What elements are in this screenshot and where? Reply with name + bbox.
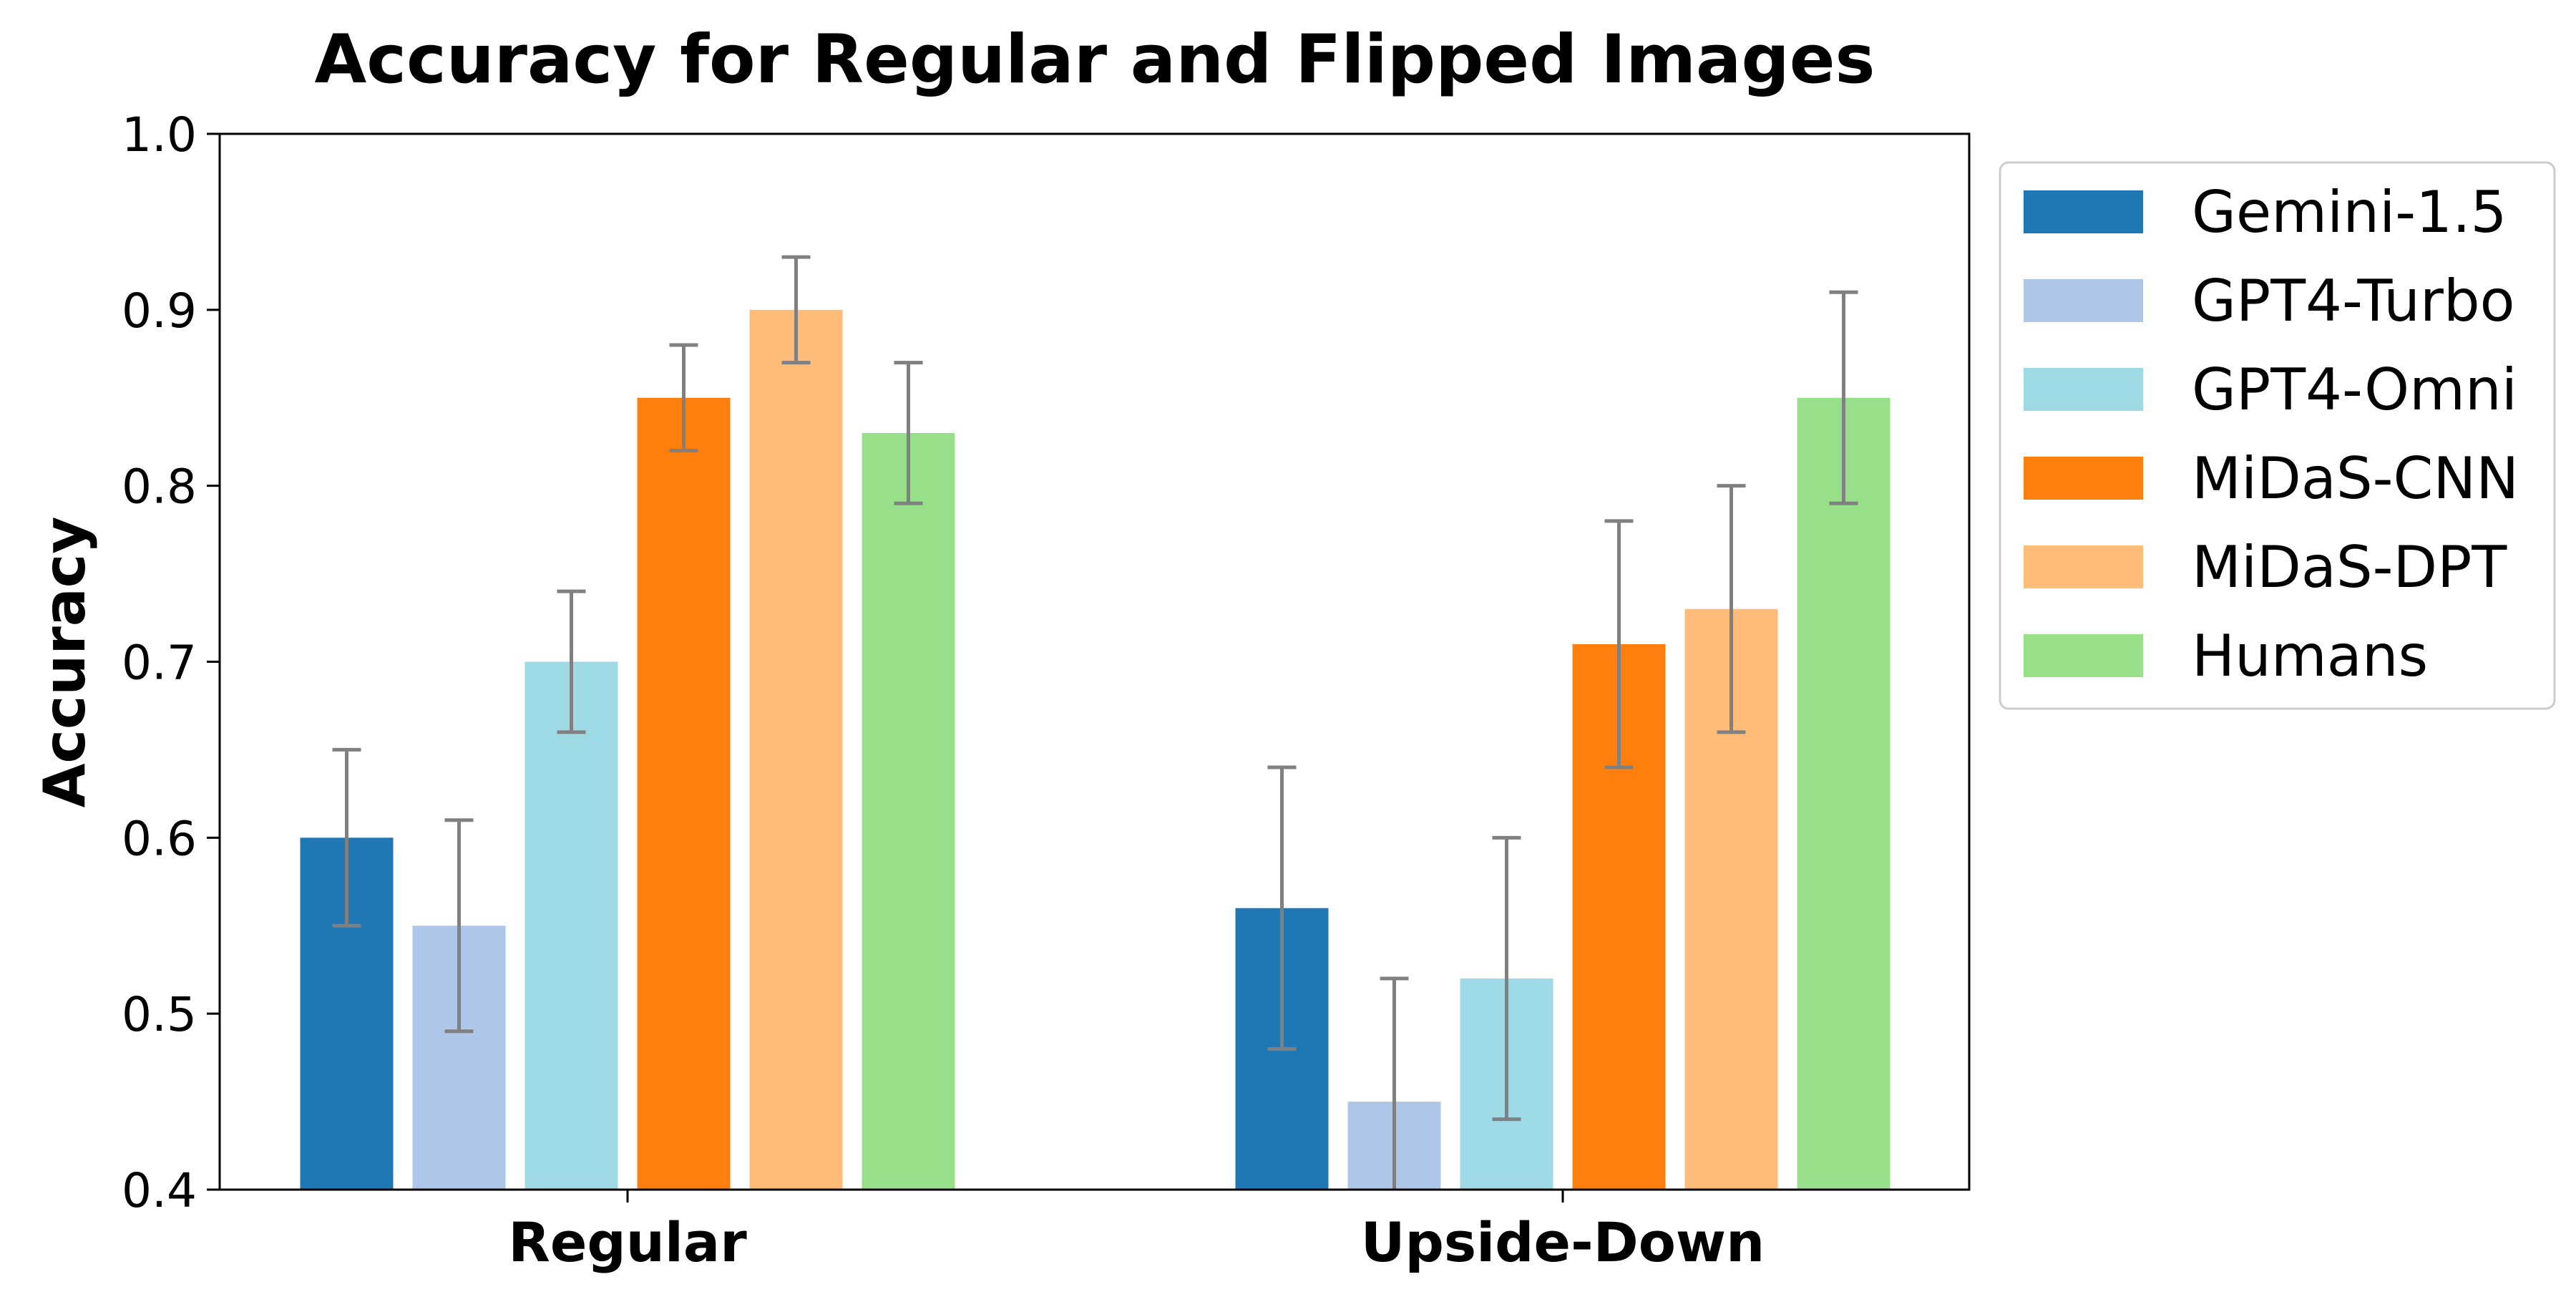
y-tick-label: 1.0 [122, 107, 197, 162]
bar-midas-dpt-regular [749, 309, 843, 1190]
legend-label: Gemini-1.5 [2192, 179, 2507, 246]
chart-title: Accuracy for Regular and Flipped Images [315, 21, 1875, 99]
bar-midas-cnn-regular [637, 397, 731, 1190]
bar-gpt4-omni-regular [525, 661, 618, 1190]
legend: Gemini-1.5 GPT4-Turbo GPT4-Omni MiDaS-CNN Mi… [1999, 161, 2556, 710]
y-tick-label: 0.9 [122, 283, 197, 339]
x-tick-label: Upside-Down [1361, 1210, 1765, 1274]
bar-humans-upside-down [1797, 397, 1890, 1190]
y-tick-label: 0.4 [122, 1163, 197, 1218]
legend-label: MiDaS-DPT [2192, 534, 2507, 601]
error-bars-layer [332, 255, 1858, 1190]
bar-humans-regular [862, 432, 955, 1190]
error-bar [1717, 484, 1746, 734]
error-bar [1380, 976, 1409, 1190]
bars-layer [300, 309, 1890, 1190]
error-bar [1492, 835, 1521, 1122]
y-axis: 0.4 0.5 0.6 0.7 0.8 0.9 1.0 [122, 107, 220, 1218]
legend-label: MiDaS-CNN [2192, 445, 2519, 512]
error-bar [444, 818, 474, 1034]
legend-swatch [2024, 545, 2143, 588]
y-tick-label: 0.7 [122, 636, 197, 691]
y-tick-label: 0.6 [122, 811, 197, 866]
legend-swatch [2024, 368, 2143, 411]
legend-swatch [2024, 457, 2143, 500]
y-tick-label: 0.8 [122, 460, 197, 515]
error-bar [669, 343, 698, 452]
legend-swatch [2024, 279, 2143, 322]
error-bar [332, 747, 361, 928]
legend-swatch [2024, 190, 2143, 233]
error-bar [1604, 519, 1634, 769]
legend-label: GPT4-Turbo [2192, 268, 2515, 334]
y-axis-label: Accuracy [31, 517, 98, 808]
legend-label: GPT4-Omni [2192, 356, 2517, 423]
error-bar [1267, 765, 1297, 1051]
plot-frame [218, 132, 1971, 1191]
legend-label: Humans [2192, 623, 2428, 689]
error-bar [781, 255, 811, 365]
error-bar [1829, 290, 1858, 505]
error-bar [894, 361, 923, 505]
x-axis: Regular Upside-Down [508, 1190, 1765, 1274]
error-bar [557, 589, 586, 734]
y-tick-label: 0.5 [122, 987, 197, 1042]
x-tick-label: Regular [508, 1210, 747, 1274]
legend-swatch [2024, 634, 2143, 677]
